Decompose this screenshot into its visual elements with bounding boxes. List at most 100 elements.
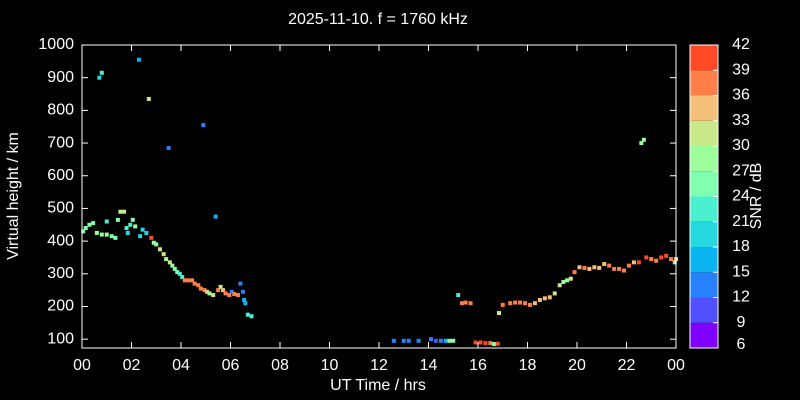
data-point <box>542 296 547 301</box>
data-point <box>167 260 172 265</box>
data-point <box>124 226 129 231</box>
data-point <box>170 263 175 268</box>
x-tick-label: 12 <box>370 357 388 374</box>
data-point <box>238 281 243 286</box>
data-point <box>631 260 636 265</box>
colorbar-band <box>690 120 718 146</box>
data-point <box>113 235 118 240</box>
colorbar-tick-label: 42 <box>732 36 750 53</box>
data-point <box>626 263 631 268</box>
data-point <box>473 340 478 345</box>
data-point <box>664 253 669 258</box>
x-tick-label: 00 <box>667 357 685 374</box>
y-tick-label: 500 <box>47 200 74 217</box>
data-point <box>249 314 254 319</box>
data-point <box>602 261 607 266</box>
data-point <box>537 297 542 302</box>
data-point <box>391 338 396 343</box>
data-point <box>488 341 493 346</box>
data-point <box>561 279 566 284</box>
data-point <box>192 281 197 286</box>
y-tick-label: 600 <box>47 167 74 184</box>
data-point <box>492 342 497 347</box>
data-point <box>221 288 226 293</box>
colorbar-tick-label: 24 <box>732 188 750 205</box>
colorbar-band <box>690 45 718 71</box>
data-point <box>229 289 234 294</box>
data-point <box>636 260 641 265</box>
data-point <box>672 260 677 265</box>
data-point <box>592 265 597 270</box>
data-point <box>639 141 644 146</box>
x-tick-label: 04 <box>172 357 190 374</box>
data-point <box>190 278 195 283</box>
data-point <box>433 338 438 343</box>
data-point <box>232 292 237 297</box>
data-point <box>227 293 232 298</box>
y-tick-label: 800 <box>47 102 74 119</box>
data-point <box>532 301 537 306</box>
x-tick-label: 20 <box>568 357 586 374</box>
data-point <box>669 257 674 262</box>
data-point <box>572 270 577 275</box>
data-point <box>172 266 177 271</box>
data-point <box>612 266 617 271</box>
colorbar-tick-label: 39 <box>732 61 750 78</box>
data-point <box>196 283 201 288</box>
data-point <box>211 293 216 298</box>
data-point <box>240 289 245 294</box>
data-point <box>245 312 250 317</box>
data-point <box>568 276 573 281</box>
data-point <box>428 337 433 342</box>
data-point <box>99 232 104 237</box>
data-point <box>118 209 123 214</box>
data-point <box>508 301 513 306</box>
y-axis-label: Virtual height / km <box>5 132 22 260</box>
data-point <box>198 286 203 291</box>
data-point <box>518 300 523 305</box>
data-point <box>617 266 622 271</box>
x-tick-label: 14 <box>420 357 438 374</box>
data-point <box>463 300 468 305</box>
data-point <box>607 263 612 268</box>
data-point <box>157 247 162 252</box>
data-point <box>136 57 141 62</box>
data-point <box>213 214 218 219</box>
x-tick-label: 16 <box>469 357 487 374</box>
data-point <box>140 227 145 232</box>
data-point <box>97 75 102 80</box>
data-point <box>443 338 448 343</box>
data-point <box>451 338 456 343</box>
plot-frame <box>81 44 677 349</box>
data-point <box>644 255 649 260</box>
data-point <box>478 340 483 345</box>
colorbar-tick-label: 9 <box>737 314 746 331</box>
data-point <box>115 217 120 222</box>
colorbar-tick-label: 21 <box>732 213 750 230</box>
colorbar-tick-label: 12 <box>732 289 750 306</box>
data-point <box>641 137 646 142</box>
data-point <box>122 209 127 214</box>
data-point <box>495 341 500 346</box>
data-point <box>557 283 562 288</box>
data-point <box>552 291 557 296</box>
data-point <box>125 230 130 235</box>
colorbar-band <box>690 322 718 348</box>
data-point <box>223 291 228 296</box>
data-point <box>81 229 86 234</box>
data-point <box>659 255 664 260</box>
data-point <box>202 288 207 293</box>
x-tick-label: 06 <box>222 357 240 374</box>
y-tick-label: 400 <box>47 232 74 249</box>
x-tick-label: 00 <box>73 357 91 374</box>
colorbar-band <box>690 171 718 197</box>
data-point <box>91 221 96 226</box>
y-tick-label: 1000 <box>38 36 74 53</box>
x-axis-label: UT Time / hrs <box>330 377 426 394</box>
colorbar-band <box>690 95 718 121</box>
colorbar-tick-label: 30 <box>732 137 750 154</box>
data-point <box>151 240 156 245</box>
data-point <box>406 338 411 343</box>
